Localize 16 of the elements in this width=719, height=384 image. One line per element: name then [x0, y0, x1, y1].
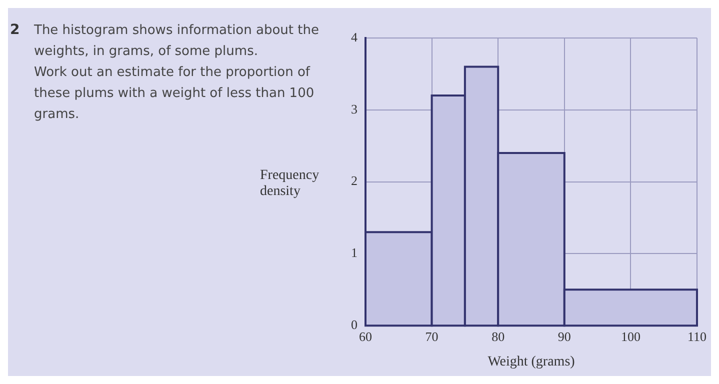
y-tick-label: 1 — [351, 245, 358, 260]
x-tick-label: 60 — [359, 328, 372, 344]
text: 2 — [10, 22, 20, 38]
y-tick-label: 4 — [351, 29, 358, 44]
x-tick-label: 70 — [425, 328, 438, 344]
y-tick-label: 2 — [351, 173, 358, 188]
x-tick-label: 110 — [687, 328, 707, 344]
x-tick-label: 80 — [492, 328, 505, 344]
x-axis-title: Weight (grams) — [488, 354, 576, 370]
y-tick-label: 3 — [351, 101, 358, 116]
x-tick-label: 100 — [620, 328, 640, 344]
x-tick-label: 90 — [558, 328, 571, 344]
y-tick-label: 0 — [351, 317, 358, 332]
text: The histogram shows information about the weights, in grams, of some plums. — [34, 22, 320, 61]
y-axis-title: Frequency density — [260, 168, 320, 200]
text: Work out an estimate for the proportion of these plums with a weight of less than 100 grams. — [34, 64, 316, 124]
